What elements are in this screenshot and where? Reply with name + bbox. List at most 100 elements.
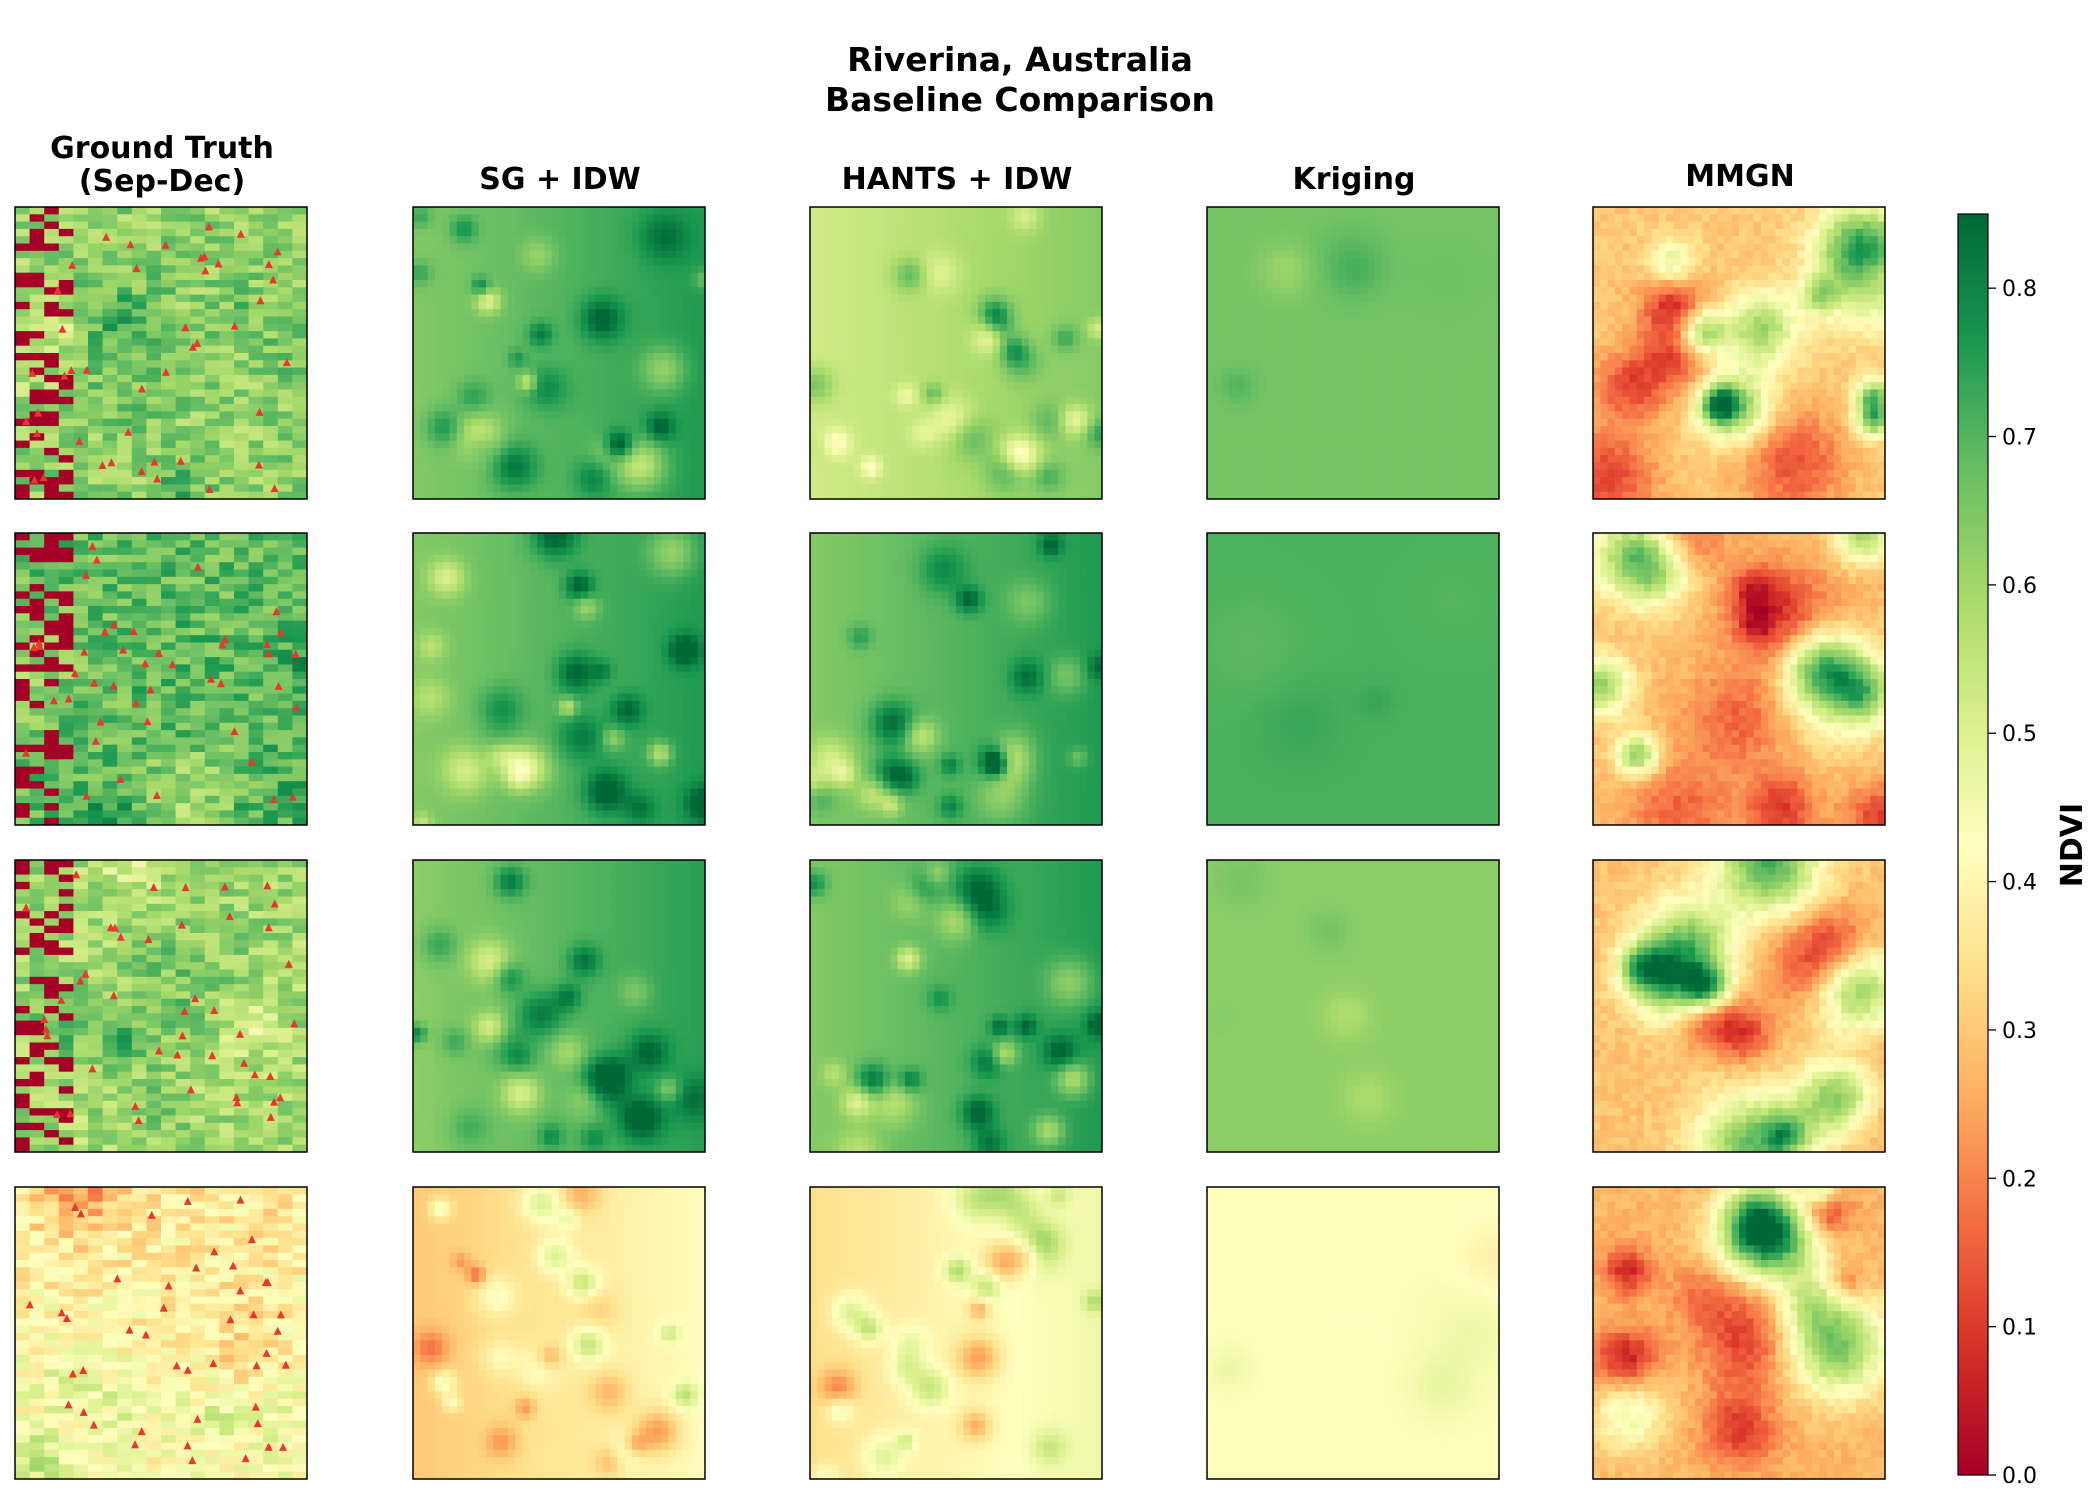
site-marker: [150, 457, 159, 466]
site-marker: [207, 674, 216, 683]
site-marker: [282, 358, 291, 367]
site-marker: [225, 912, 234, 921]
site-marker: [183, 1365, 192, 1374]
site-marker: [67, 365, 76, 374]
site-marker: [89, 1420, 98, 1429]
site-marker: [76, 1209, 85, 1218]
panel-gt-row-3: [15, 860, 307, 1152]
panel-frame: [1592, 859, 1886, 1153]
site-marker: [161, 367, 170, 376]
site-marker: [64, 694, 73, 703]
colorbar: [1957, 213, 1989, 1476]
site-marker: [226, 1315, 235, 1324]
site-marker: [154, 648, 163, 657]
site-marker: [229, 1261, 238, 1270]
site-marker: [153, 474, 162, 483]
site-marker: [279, 1442, 288, 1451]
panel-frame: [809, 206, 1103, 500]
site-marker: [250, 1070, 259, 1079]
site-marker: [270, 899, 279, 908]
figure-subtitle: Baseline Comparison: [0, 80, 2040, 120]
site-marker: [276, 1310, 285, 1319]
site-marker: [192, 1263, 201, 1272]
site-marker: [116, 774, 125, 783]
site-marker: [92, 555, 101, 564]
site-marker: [270, 484, 279, 493]
panel-hants-row-2: [810, 533, 1102, 825]
panel-hants-row-3: [810, 860, 1102, 1152]
panel-frame: [14, 532, 308, 826]
panel-mmgn-row-1: [1593, 207, 1885, 499]
site-marker: [233, 1098, 242, 1107]
site-marker: [131, 1440, 140, 1449]
site-marker: [72, 870, 81, 879]
site-marker: [196, 253, 205, 262]
panel-gt-row-2: [15, 533, 307, 825]
site-marker: [173, 1050, 182, 1059]
site-marker: [57, 995, 66, 1004]
site-marker: [149, 882, 158, 891]
panel-frame: [809, 1186, 1103, 1480]
site-marker: [284, 959, 293, 968]
site-marker: [253, 1419, 262, 1428]
panel-frame: [1206, 859, 1500, 1153]
site-marker: [57, 1308, 66, 1317]
panel-frame: [809, 859, 1103, 1153]
site-marker: [269, 275, 278, 284]
site-marker: [291, 649, 300, 658]
site-marker: [64, 1400, 73, 1409]
colorbar-tick-label: 0.2: [2002, 1167, 2037, 1192]
site-marker: [129, 627, 138, 636]
site-marker: [147, 1210, 156, 1219]
site-marker: [102, 232, 111, 241]
site-marker: [214, 259, 223, 268]
site-marker: [251, 1402, 260, 1411]
figure-title: Riverina, Australia: [0, 40, 2040, 80]
site-marker: [254, 460, 263, 469]
site-marker: [126, 240, 135, 249]
site-marker: [82, 365, 91, 374]
site-marker: [266, 1072, 275, 1081]
site-marker: [22, 748, 31, 757]
column-title-hants-idw: HANTS + IDW: [777, 163, 1137, 196]
site-marker: [141, 1330, 150, 1339]
site-marker: [252, 1361, 261, 1370]
panel-frame: [14, 859, 308, 1153]
site-marker: [276, 628, 285, 637]
site-marker: [35, 641, 44, 650]
panel-frame: [1206, 1186, 1500, 1480]
column-title-ground-truth: Ground Truth (Sep-Dec): [0, 132, 342, 198]
site-marker: [180, 1006, 189, 1015]
site-marker: [80, 647, 89, 656]
site-marker: [264, 1442, 273, 1451]
panel-gt-row-4: [15, 1187, 307, 1479]
site-marker: [22, 416, 31, 425]
site-marker: [178, 1031, 187, 1040]
site-marker: [216, 679, 225, 688]
site-marker: [290, 1019, 299, 1028]
site-marker: [218, 640, 227, 649]
site-marker: [152, 790, 161, 799]
site-marker: [236, 1195, 245, 1204]
site-marker: [79, 1365, 88, 1374]
column-title-sg-idw: SG + IDW: [380, 163, 740, 196]
site-marker: [39, 473, 48, 482]
panel-sg-row-2: [413, 533, 705, 825]
site-marker: [204, 222, 213, 231]
site-marker: [270, 1097, 279, 1106]
site-marker: [247, 1235, 256, 1244]
site-marker: [159, 1303, 168, 1312]
site-marker: [263, 881, 272, 890]
site-marker: [240, 1058, 249, 1067]
colorbar-tick-label: 0.5: [2002, 722, 2037, 747]
site-marker: [288, 792, 297, 801]
site-marker: [208, 1051, 217, 1060]
site-marker: [168, 660, 177, 669]
column-title-ground-truth-line2: (Sep-Dec): [0, 165, 342, 198]
site-marker: [109, 681, 118, 690]
site-marker: [201, 266, 210, 275]
site-marker: [191, 994, 200, 1003]
panel-frame: [412, 206, 706, 500]
site-marker: [43, 1031, 52, 1040]
